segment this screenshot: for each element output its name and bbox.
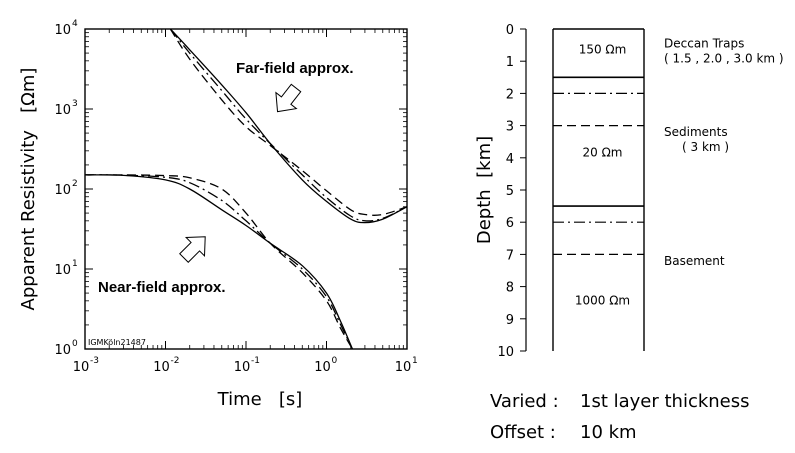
varied-key: Varied : bbox=[490, 391, 559, 412]
depth-tick-label: 2 bbox=[506, 87, 514, 102]
x-tick-label: 10 bbox=[153, 360, 170, 375]
layer-boundaries bbox=[553, 76, 644, 255]
series-line-near-field-solid bbox=[84, 174, 354, 350]
far-field-arrow bbox=[275, 83, 302, 113]
depth-tick-label: 6 bbox=[506, 216, 514, 231]
layer-resistivities: 150 Ωm 20 Ωm 1000 Ωm bbox=[575, 42, 630, 307]
x-tick-label: 10 bbox=[234, 360, 251, 375]
y-tick-exponent: 1 bbox=[72, 259, 78, 269]
y-tick-exponent: 3 bbox=[72, 99, 78, 109]
y-tick-label: 10 bbox=[54, 103, 71, 118]
series-group bbox=[84, 28, 408, 350]
series-line-far-field-dashdot bbox=[169, 28, 408, 222]
depth-tick-label: 3 bbox=[506, 120, 514, 135]
near-field-label: Near-field approx. bbox=[98, 279, 226, 296]
unit-label: ( 1.5 , 2.0 , 3.0 km ) bbox=[664, 51, 784, 65]
depth-axis-label: Depth [km] bbox=[474, 136, 495, 244]
x-axis-label: Time [s] bbox=[217, 389, 303, 410]
x-tick-label: 10 bbox=[395, 360, 412, 375]
y-tick-exponent: 0 bbox=[72, 339, 78, 349]
y-tick-label: 10 bbox=[54, 343, 71, 358]
unit-labels: Deccan Traps( 1.5 , 2.0 , 3.0 km ) Sedime… bbox=[664, 36, 784, 267]
series-line-far-field-solid bbox=[169, 28, 408, 224]
y-tick-label: 10 bbox=[54, 263, 71, 278]
x-tick-exponent: -1 bbox=[251, 356, 260, 366]
x-tick-exponent: 1 bbox=[412, 356, 418, 366]
footer: Varied : 1st layer thickness Offset : 10… bbox=[490, 391, 750, 443]
x-tick-exponent: 0 bbox=[332, 356, 338, 366]
offset-value: 10 km bbox=[580, 422, 637, 443]
depth-tick-label: 8 bbox=[506, 281, 514, 296]
depth-tick-label: 9 bbox=[506, 313, 514, 328]
offset-key: Offset : bbox=[490, 422, 556, 443]
y-tick-label: 10 bbox=[54, 23, 71, 38]
depth-tick-label: 0 bbox=[506, 23, 514, 38]
depth-ticks: 0 1 2 3 4 5 6 7 8 9 10 bbox=[497, 23, 526, 360]
varied-value: 1st layer thickness bbox=[580, 391, 750, 412]
layer-resistivity-label: 1000 Ωm bbox=[575, 293, 630, 307]
x-tick-exponent: -3 bbox=[90, 356, 99, 366]
minor-ticks bbox=[85, 29, 407, 349]
layer-resistivity-label: 20 Ωm bbox=[583, 145, 623, 159]
x-tick-exponent: -2 bbox=[171, 356, 180, 366]
y-tick-exponent: 2 bbox=[72, 179, 78, 189]
y-axis-label: Apparent Resistivity [Ωm] bbox=[18, 68, 39, 311]
depth-tick-label: 7 bbox=[506, 248, 514, 263]
layer-model: 0 1 2 3 4 5 6 7 8 9 10 150 Ωm 20 Ωm 1000 Ωm Deccan T… bbox=[474, 23, 784, 360]
unit-label: Basement bbox=[664, 254, 725, 268]
depth-tick-label: 10 bbox=[497, 345, 514, 360]
series-line-far-field-dashed bbox=[169, 28, 408, 216]
plot-frame bbox=[84, 28, 408, 350]
x-tick-label: 10 bbox=[73, 360, 90, 375]
unit-label: Sediments bbox=[664, 125, 728, 139]
x-tick-label: 10 bbox=[314, 360, 331, 375]
watermark-label: IGMKöln21487 bbox=[88, 338, 146, 347]
unit-label: Deccan Traps bbox=[664, 36, 744, 50]
x-axis-ticks: 10 -3 10 -2 10 -1 10 0 10 1 bbox=[73, 29, 418, 375]
unit-label: ( 3 km ) bbox=[682, 140, 729, 154]
depth-tick-label: 5 bbox=[506, 184, 514, 199]
far-field-label: Far-field approx. bbox=[236, 60, 354, 77]
y-tick-label: 10 bbox=[54, 183, 71, 198]
series-line-near-field-dashdot bbox=[84, 174, 353, 350]
layer-resistivity-label: 150 Ωm bbox=[579, 42, 627, 56]
series-line-near-field-dashed bbox=[84, 174, 353, 350]
near-field-arrow bbox=[179, 236, 206, 263]
y-tick-exponent: 4 bbox=[72, 19, 78, 29]
depth-tick-label: 1 bbox=[506, 55, 514, 70]
depth-tick-label: 4 bbox=[506, 152, 514, 167]
